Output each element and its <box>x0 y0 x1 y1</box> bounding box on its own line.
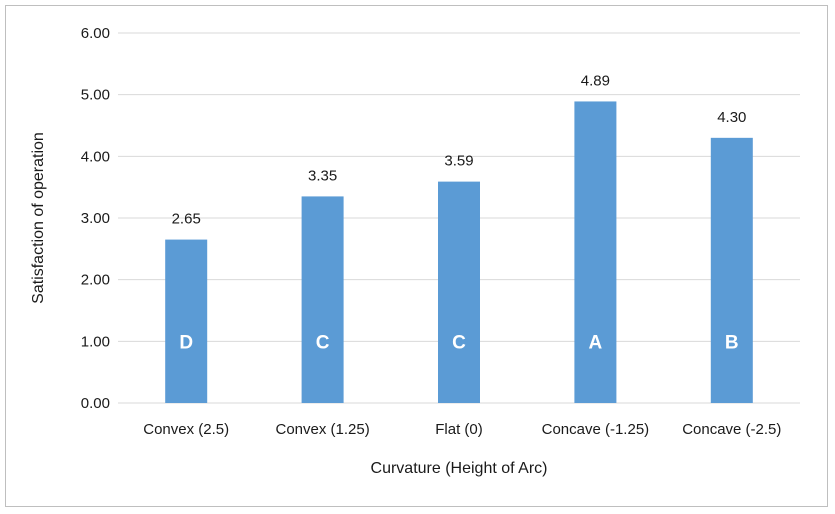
y-axis-title: Satisfaction of operation <box>30 132 47 304</box>
bar <box>710 137 753 404</box>
group-letter: D <box>179 332 193 353</box>
x-axis-ticks: Convex (2.5) Convex (1.25) Flat (0) Concave… <box>143 421 781 438</box>
bar <box>438 181 480 403</box>
x-axis-title: Curvature (Height of Arc) <box>371 460 548 477</box>
group-letter: C <box>316 332 330 353</box>
y-tick-label: 0.00 <box>81 395 110 412</box>
data-label: 4.30 <box>717 109 746 126</box>
data-label: 3.59 <box>444 153 473 170</box>
x-tick-label: Flat (0) <box>435 421 483 438</box>
chart-frame <box>5 5 828 507</box>
group-letter: B <box>725 332 739 353</box>
y-tick-label: 2.00 <box>81 272 110 289</box>
x-tick-label: Convex (2.5) <box>143 421 229 438</box>
data-label: 3.35 <box>308 167 337 184</box>
x-tick-label: Concave (-1.25) <box>542 421 650 438</box>
y-tick-label: 6.00 <box>81 25 110 42</box>
x-tick-label: Convex (1.25) <box>275 421 369 438</box>
y-tick-label: 1.00 <box>81 333 110 350</box>
data-label: 2.65 <box>172 211 201 228</box>
bars: 2.65 D 3.35 C 3.59 C 4.89 A 4.30 B <box>165 72 753 404</box>
x-tick-label: Concave (-2.5) <box>682 421 781 438</box>
group-letter: C <box>452 332 466 353</box>
y-tick-label: 4.00 <box>81 148 110 165</box>
group-letter: A <box>589 332 603 353</box>
data-label: 4.89 <box>581 72 610 89</box>
bar <box>574 101 617 403</box>
y-tick-label: 5.00 <box>81 87 110 104</box>
bar <box>165 239 208 403</box>
y-tick-label: 3.00 <box>81 210 110 227</box>
gridlines <box>118 32 800 404</box>
y-axis-ticks: 0.00 1.00 2.00 3.00 4.00 5.00 6.00 <box>81 25 110 412</box>
bar <box>301 196 344 403</box>
